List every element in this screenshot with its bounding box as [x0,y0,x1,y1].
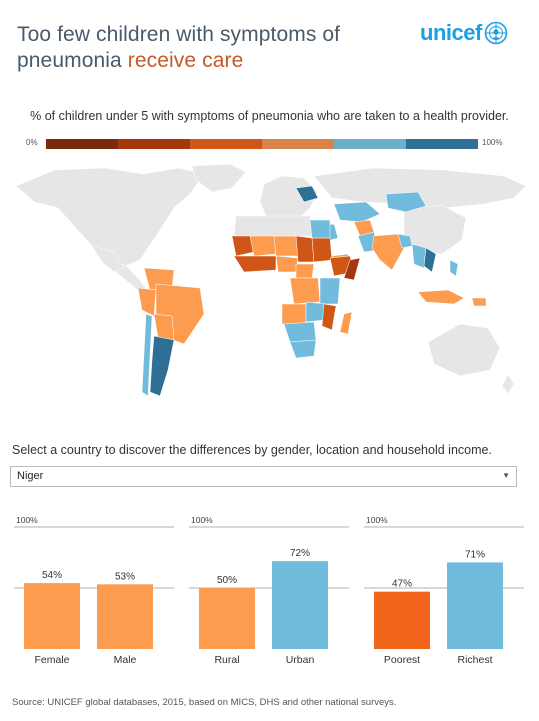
bar-value-label: 50% [217,575,237,586]
map-angola [281,303,307,325]
map-indonesia [417,289,465,305]
bar-value-label: 72% [290,548,310,559]
color-legend: 0% 100% [26,137,516,151]
bar-category-label: Female [34,654,69,666]
map-mexico [91,245,125,273]
country-select-value: Niger [17,470,44,482]
bar-category-label: Male [114,654,137,666]
disparity-bar-charts: 100% 54% Female 53% Male 100% 50% Rural 72% Urban… [14,515,524,666]
map-kazakhstan [333,201,381,223]
title-line-2: pneumonia receive care [17,48,340,74]
bar-male [97,584,153,649]
map-north-america [15,167,205,267]
legend-caption: % of children under 5 with symptoms of p… [30,109,509,123]
title-line-1: Too few children with symptoms of [17,23,341,46]
bar-category-label: Rural [214,654,239,666]
map-png [471,297,487,307]
map-west-africa [233,255,277,273]
map-australia [427,323,501,377]
map-south-africa [289,339,317,359]
map-new-zealand [501,373,515,395]
bar-category-label: Poorest [384,654,420,666]
unicef-logo: unicef [420,20,508,46]
top-axis-label: 100% [366,515,388,525]
bar-female [24,583,80,649]
map-ukraine [295,185,319,203]
legend-max-label: 100% [482,138,503,147]
bar-rural [199,588,255,649]
bar-category-label: Urban [286,654,315,666]
source-note: Source: UNICEF global databases, 2015, b… [12,697,397,708]
legend-swatch-5 [334,139,406,149]
map-namibia-botswana [283,321,317,343]
map-kenya-tanzania [319,277,341,305]
map-somalia [343,257,361,281]
legend-swatch-6 [406,139,478,149]
map-philippines [449,259,459,277]
map-mozambique [321,303,337,331]
map-russia [313,167,527,209]
legend-swatch-1 [46,139,118,149]
map-nigeria [275,255,299,273]
map-madagascar [339,311,353,335]
map-niger [273,235,299,257]
logo-text: unicef [420,20,482,45]
bar-category-label: Richest [457,654,492,666]
legend-swatch-3 [190,139,262,149]
bar-value-label: 47% [392,579,412,590]
map-mali [249,233,277,257]
map-argentina [149,335,175,397]
map-chad [295,235,315,263]
legend-color-scale [46,139,478,149]
bar-value-label: 71% [465,549,485,560]
bar-value-label: 53% [115,571,135,582]
bar-richest [447,562,503,649]
legend-swatch-2 [118,139,190,149]
title-word: pneumonia [17,49,122,72]
top-axis-label: 100% [16,515,38,525]
top-axis-label: 100% [191,515,213,525]
map-cameroon-car [295,263,315,279]
map-myanmar-thailand [411,243,427,269]
map-india [371,233,405,271]
map-north-africa [233,215,313,237]
legend-swatch-4 [262,139,334,149]
bar-poorest [374,591,430,649]
world-choropleth-map[interactable] [14,164,528,410]
map-greenland [191,164,247,193]
bar-urban [272,561,328,649]
chevron-down-icon[interactable]: ▼ [502,471,510,480]
selector-prompt: Select a country to discover the differe… [12,443,492,457]
map-sudan [311,237,333,263]
globe-icon [484,21,508,45]
map-peru-ecuador [137,287,157,317]
page-title: Too few children with symptoms of pneumo… [17,22,340,74]
country-select[interactable]: Niger ▼ [10,466,517,487]
map-mongolia [385,191,427,213]
map-chile [141,313,153,397]
map-bolivia-paraguay [153,313,175,341]
bar-value-label: 54% [42,570,62,581]
map-vietnam-laos [423,247,437,273]
title-accent: receive care [127,49,244,72]
map-drc [289,277,321,305]
legend-min-label: 0% [26,138,38,147]
map-egypt [309,219,331,239]
